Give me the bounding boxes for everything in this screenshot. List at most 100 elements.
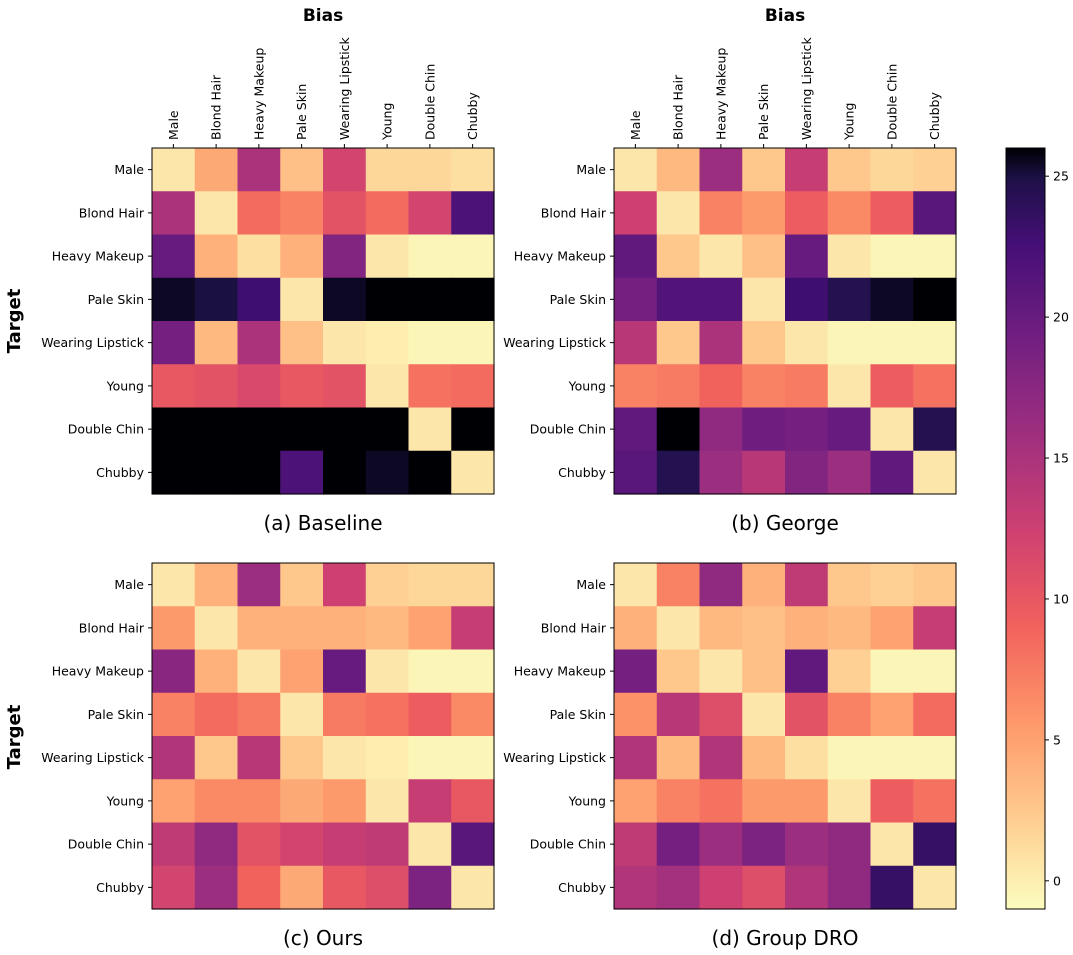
ours-cell-chubby-chubby [451, 865, 495, 910]
george-cell-blond-hair-pale-skin [742, 191, 786, 236]
group-dro-cell-wearing-lipstick-chubby [913, 736, 957, 780]
george-cell-wearing-lipstick-blond-hair [656, 321, 701, 365]
group-dro-cell-wearing-lipstick-double-chin [870, 736, 914, 780]
baseline-xtick-label: Wearing Lipstick [337, 36, 352, 140]
group-dro-cell-heavy-makeup-pale-skin [742, 649, 786, 694]
george-cell-heavy-makeup-double-chin [870, 234, 914, 279]
ours-cell-double-chin-male [152, 822, 196, 867]
ours-ytick-label: Heavy Makeup [52, 664, 144, 679]
group-dro-cell-young-young [827, 779, 872, 824]
ours-cell-double-chin-chubby [451, 822, 495, 867]
group-dro-cell-chubby-double-chin [870, 865, 914, 910]
george-ytick-label: Young [568, 378, 606, 393]
george-xtick-label: Pale Skin [756, 84, 771, 140]
baseline-cell-male-young [365, 148, 410, 192]
ours-cell-male-blond-hair [194, 563, 239, 607]
colorbar-gradient [1005, 147, 1046, 910]
group-dro-cell-young-wearing-lipstick [785, 779, 829, 824]
baseline-cell-blond-hair-chubby [451, 191, 495, 236]
baseline-frame [151, 147, 495, 495]
group-dro-cell-double-chin-young [827, 822, 872, 867]
ours-cell-wearing-lipstick-heavy-makeup [237, 736, 281, 780]
ours-cell-pale-skin-young [365, 692, 410, 737]
baseline-cell-male-pale-skin [280, 148, 324, 192]
baseline-cell-chubby-blond-hair [194, 450, 239, 495]
group-dro-cell-heavy-makeup-young [827, 649, 872, 694]
george-cell-male-heavy-makeup [699, 148, 743, 192]
george-cell-young-blond-hair [656, 364, 701, 409]
george-cell-male-blond-hair [656, 148, 701, 192]
george-cell-heavy-makeup-chubby [913, 234, 957, 279]
baseline-cell-wearing-lipstick-chubby [451, 321, 495, 365]
heatmap-baseline: Male Blond Hair Heavy Makeup Pale Skin Weari… [41, 36, 495, 495]
baseline-cell-male-heavy-makeup [237, 148, 281, 192]
baseline-cell-young-blond-hair [194, 364, 239, 409]
george-cell-wearing-lipstick-heavy-makeup [699, 321, 743, 365]
baseline-cell-wearing-lipstick-male [152, 321, 196, 365]
ours-cell-blond-hair-young [365, 606, 410, 651]
ours-cell-blond-hair-double-chin [408, 606, 452, 651]
ours-cell-blond-hair-wearing-lipstick [323, 606, 367, 651]
group-dro-cell-chubby-wearing-lipstick [785, 865, 829, 910]
george-cell-heavy-makeup-young [827, 234, 872, 279]
group-dro-ytick-label: Heavy Makeup [514, 664, 606, 679]
ours-cell-wearing-lipstick-pale-skin [280, 736, 324, 780]
ours-cell-male-wearing-lipstick [323, 563, 367, 607]
ours-cell-male-heavy-makeup [237, 563, 281, 607]
baseline-cell-pale-skin-blond-hair [194, 277, 239, 322]
ours-cell-heavy-makeup-male [152, 649, 196, 694]
group-dro-cell-wearing-lipstick-wearing-lipstick [785, 736, 829, 780]
george-cell-chubby-chubby [913, 450, 957, 495]
ours-ytick-label: Double Chin [68, 837, 144, 852]
ours-ytick-label: Young [106, 793, 144, 808]
bias-title-left: Bias [303, 6, 343, 26]
george-cell-blond-hair-male [614, 191, 658, 236]
group-dro-ytick-label: Male [576, 577, 606, 592]
ours-cell-pale-skin-male [152, 692, 196, 737]
baseline-cell-male-blond-hair [194, 148, 239, 192]
ours-cell-heavy-makeup-wearing-lipstick [323, 649, 367, 694]
baseline-cell-chubby-heavy-makeup [237, 450, 281, 495]
ours-cell-wearing-lipstick-male [152, 736, 196, 780]
baseline-cell-male-male [152, 148, 196, 192]
group-dro-cell-chubby-chubby [913, 865, 957, 910]
ours-cell-young-male [152, 779, 196, 824]
baseline-cell-chubby-young [365, 450, 410, 495]
george-cell-double-chin-chubby [913, 407, 957, 452]
george-cell-double-chin-wearing-lipstick [785, 407, 829, 452]
baseline-xtick-label: Heavy Makeup [251, 48, 266, 140]
baseline-cell-double-chin-chubby [451, 407, 495, 452]
ours-cell-male-young [365, 563, 410, 607]
george-cell-pale-skin-chubby [913, 277, 957, 322]
group-dro-cell-pale-skin-wearing-lipstick [785, 692, 829, 737]
ours-cell-young-wearing-lipstick [323, 779, 367, 824]
baseline-cell-wearing-lipstick-wearing-lipstick [323, 321, 367, 365]
caption-ours: (c) Ours [283, 926, 363, 950]
colorbar-tick-label: 5 [1053, 732, 1061, 747]
george-cell-double-chin-double-chin [870, 407, 914, 452]
george-ytick-label: Wearing Lipstick [503, 335, 607, 350]
caption-group-dro: (d) Group DRO [712, 926, 859, 950]
ours-cell-young-double-chin [408, 779, 452, 824]
baseline-cell-double-chin-pale-skin [280, 407, 324, 452]
ours-cell-chubby-pale-skin [280, 865, 324, 910]
baseline-xtick-label: Male [166, 110, 181, 140]
baseline-cell-double-chin-male [152, 407, 196, 452]
ours-cell-heavy-makeup-young [365, 649, 410, 694]
baseline-cell-wearing-lipstick-double-chin [408, 321, 452, 365]
baseline-cell-male-double-chin [408, 148, 452, 192]
baseline-cell-young-wearing-lipstick [323, 364, 367, 409]
george-cell-chubby-pale-skin [742, 450, 786, 495]
group-dro-cell-wearing-lipstick-pale-skin [742, 736, 786, 780]
george-cell-blond-hair-young [827, 191, 872, 236]
ours-cell-wearing-lipstick-wearing-lipstick [323, 736, 367, 780]
baseline-ytick-label: Young [106, 378, 144, 393]
george-cell-male-male [614, 148, 658, 192]
group-dro-cell-double-chin-blond-hair [656, 822, 701, 867]
baseline-cell-wearing-lipstick-young [365, 321, 410, 365]
ours-cell-blond-hair-pale-skin [280, 606, 324, 651]
george-cell-blond-hair-chubby [913, 191, 957, 236]
george-cell-pale-skin-heavy-makeup [699, 277, 743, 322]
group-dro-cell-heavy-makeup-double-chin [870, 649, 914, 694]
group-dro-cell-double-chin-heavy-makeup [699, 822, 743, 867]
